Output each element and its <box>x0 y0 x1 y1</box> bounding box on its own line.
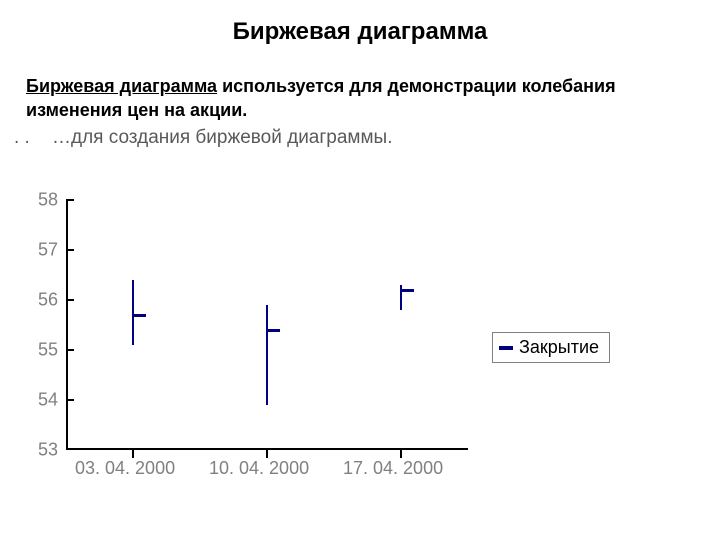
legend: Закрытие <box>492 332 610 363</box>
description-term: Биржевая диаграмма <box>26 76 217 96</box>
page-title: Биржевая диаграмма <box>0 0 720 46</box>
y-axis-label: 57 <box>38 240 58 261</box>
subtitle-dots: . . <box>14 127 52 149</box>
x-axis-label: 10. 04. 2000 <box>209 458 309 479</box>
legend-label: Закрытие <box>519 337 599 358</box>
y-axis-label: 58 <box>38 190 58 211</box>
y-axis-tick <box>66 399 74 401</box>
close-tick <box>268 329 280 332</box>
y-axis-tick <box>66 349 74 351</box>
close-tick <box>134 314 146 317</box>
legend-color-swatch <box>499 346 513 350</box>
x-axis-tick <box>132 450 134 458</box>
y-axis-tick <box>66 249 74 251</box>
y-axis-label: 53 <box>38 440 58 461</box>
subtitle-row: . . …для создания биржевой диаграммы. <box>0 123 720 149</box>
high-low-bar <box>132 280 134 345</box>
x-axis-label: 17. 04. 2000 <box>343 458 443 479</box>
description: Биржевая диаграмма используется для демо… <box>0 46 720 123</box>
y-axis-tick <box>66 199 74 201</box>
y-axis-tick <box>66 299 74 301</box>
high-low-bar <box>266 305 268 405</box>
y-axis-label: 56 <box>38 290 58 311</box>
subtitle-text: …для создания биржевой диаграммы. <box>52 127 393 149</box>
x-axis-label: 03. 04. 2000 <box>75 458 175 479</box>
y-axis-label: 55 <box>38 340 58 361</box>
x-axis-tick <box>266 450 268 458</box>
x-axis-tick <box>400 450 402 458</box>
close-tick <box>402 289 414 292</box>
stock-chart: 535455565758 03. 04. 200010. 04. 200017.… <box>22 200 562 500</box>
y-axis-label: 54 <box>38 390 58 411</box>
